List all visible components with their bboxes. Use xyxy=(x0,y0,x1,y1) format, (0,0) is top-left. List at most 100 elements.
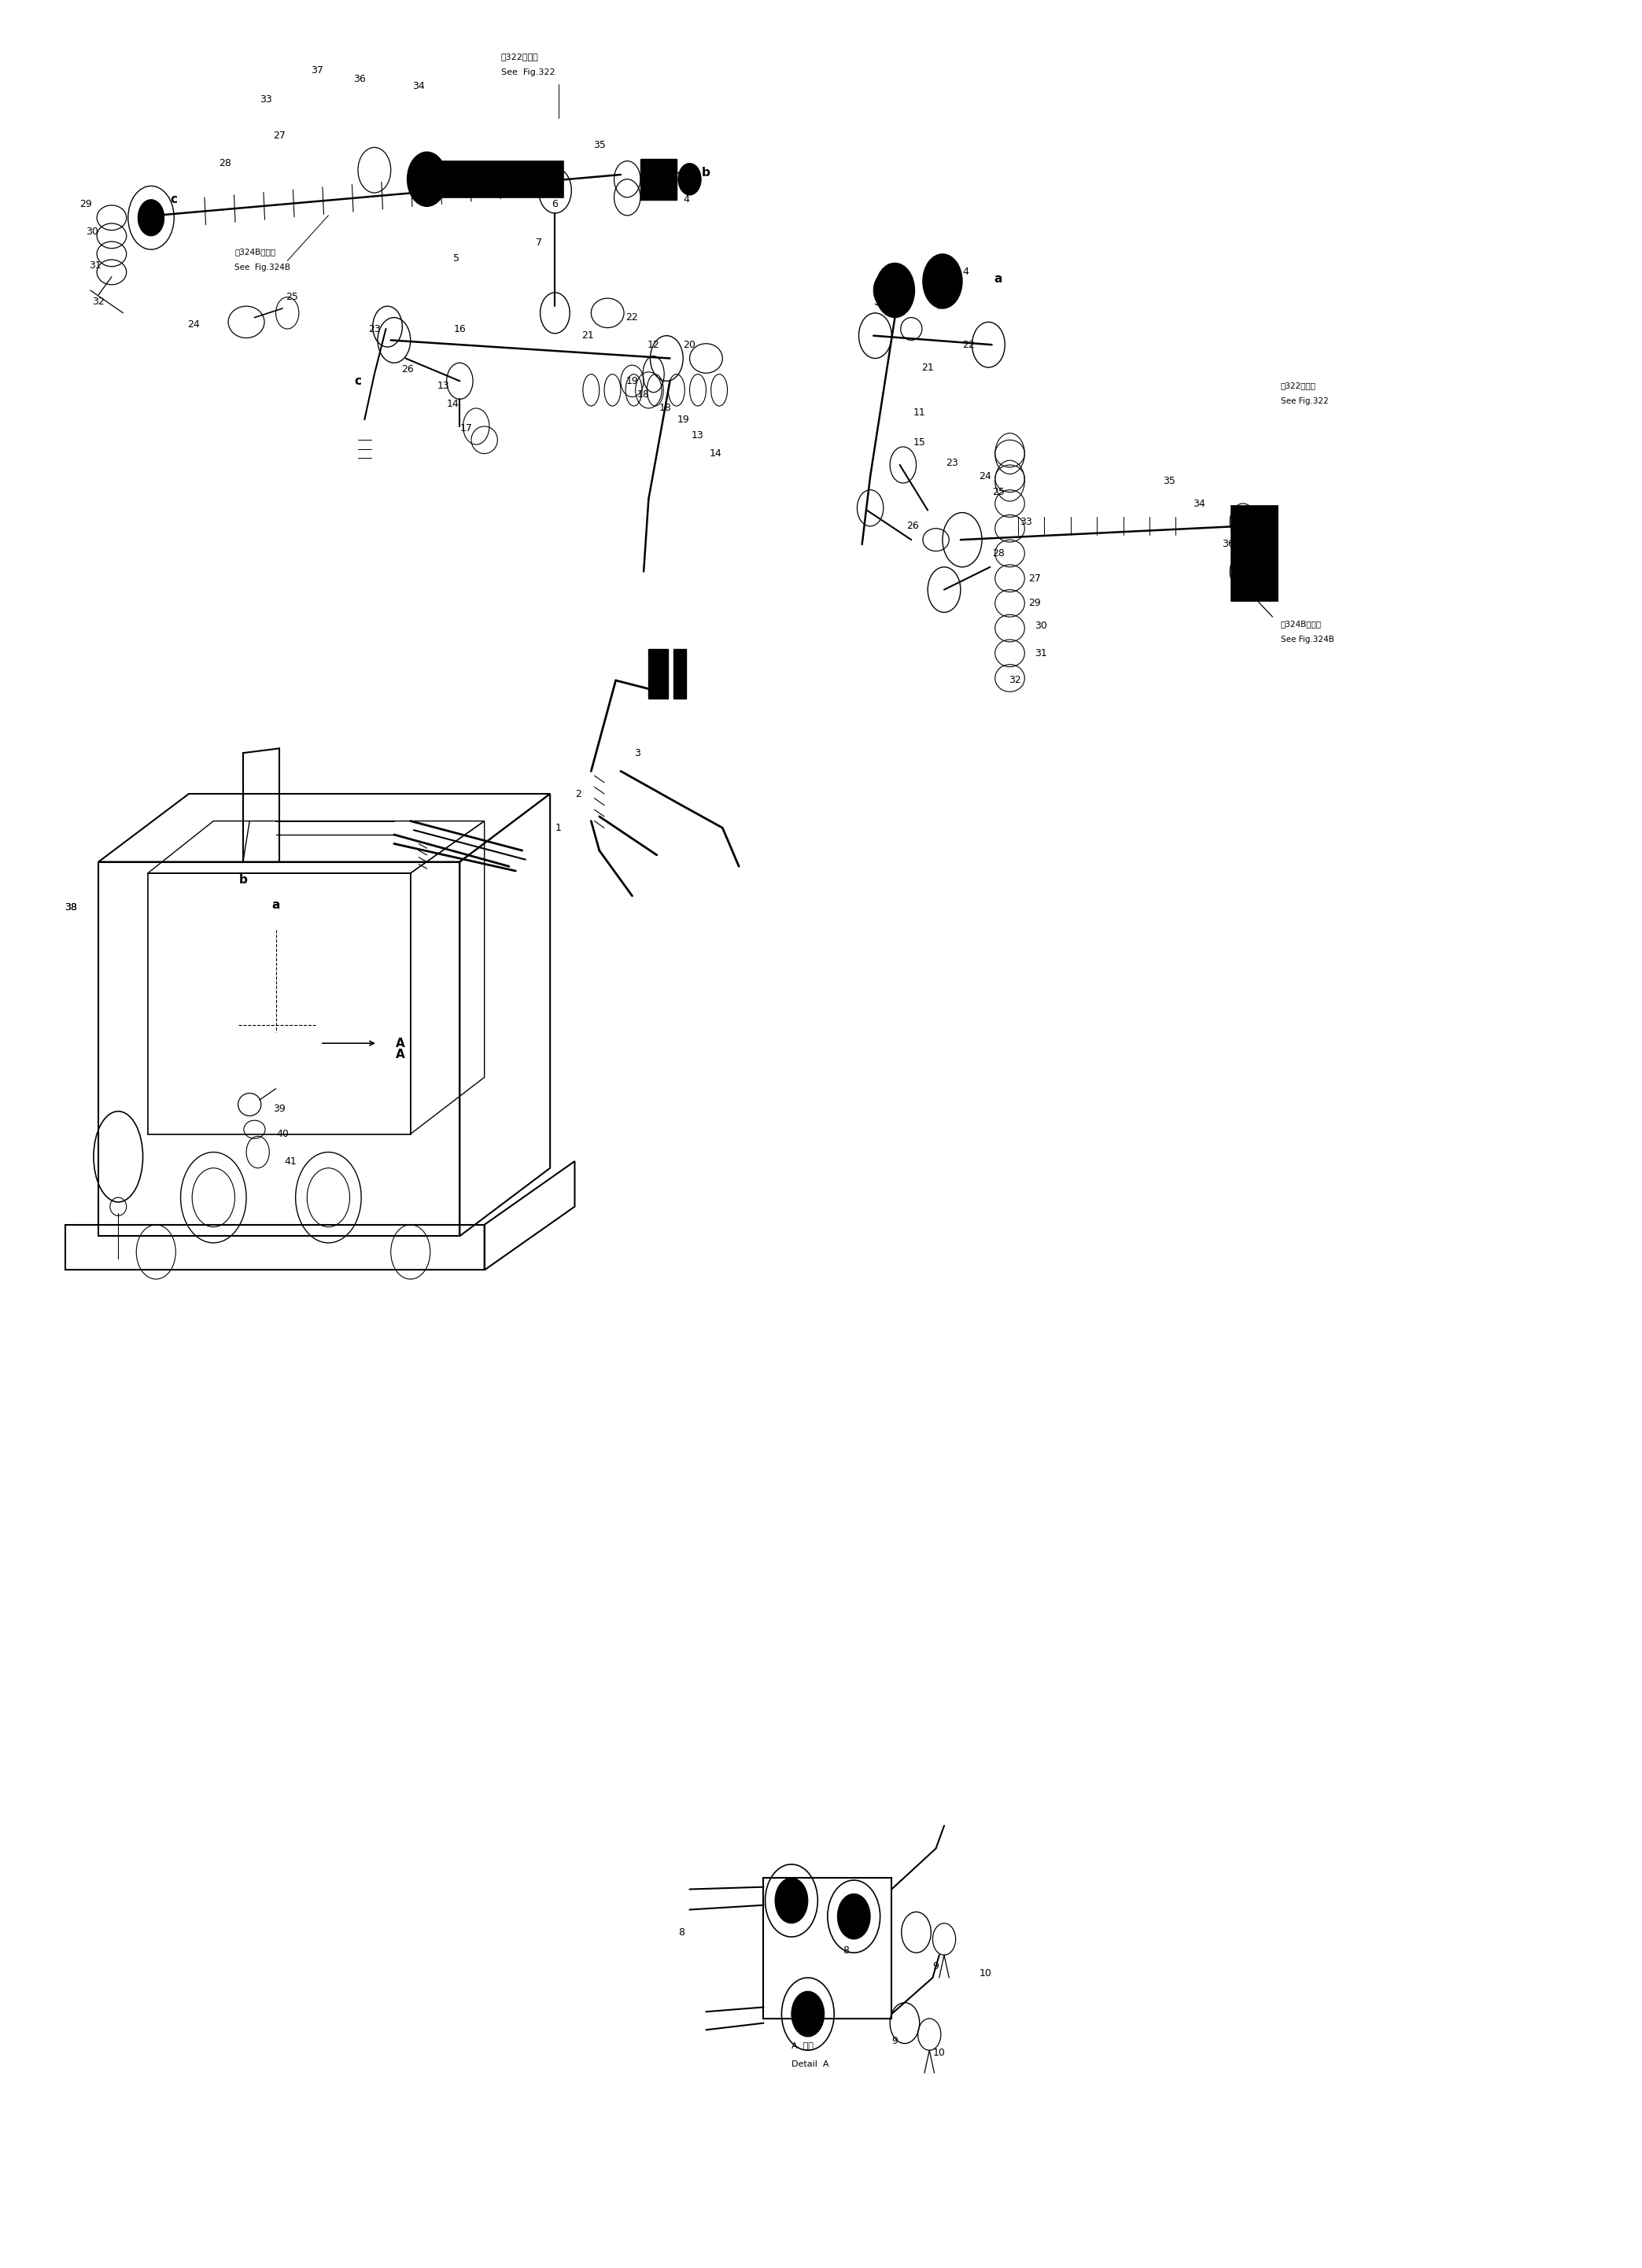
Circle shape xyxy=(138,200,164,236)
Text: 24: 24 xyxy=(979,472,992,481)
Text: 33: 33 xyxy=(1020,517,1033,526)
Text: 19: 19 xyxy=(677,415,690,424)
Text: 30: 30 xyxy=(1034,621,1048,631)
Text: 8: 8 xyxy=(678,1928,685,1937)
Circle shape xyxy=(791,1991,824,2037)
Text: a: a xyxy=(273,898,279,912)
Text: 第324B図参照: 第324B図参照 xyxy=(1281,619,1322,628)
Text: 9: 9 xyxy=(892,2037,898,2046)
Text: 1: 1 xyxy=(555,823,562,832)
Text: 9: 9 xyxy=(933,1962,939,1971)
Text: 37: 37 xyxy=(1238,576,1251,585)
Text: 7: 7 xyxy=(535,238,542,247)
Text: 31: 31 xyxy=(1034,649,1048,658)
Circle shape xyxy=(874,272,900,308)
Text: 35: 35 xyxy=(1163,476,1176,485)
Text: 16: 16 xyxy=(453,324,466,333)
Bar xyxy=(476,166,486,193)
Text: 39: 39 xyxy=(273,1105,286,1114)
Text: 第322図参照: 第322図参照 xyxy=(1281,381,1317,390)
Circle shape xyxy=(837,1894,870,1939)
Text: 28: 28 xyxy=(218,159,232,168)
Text: See Fig.322: See Fig.322 xyxy=(1281,397,1328,406)
Bar xyxy=(1232,506,1277,601)
Text: 5: 5 xyxy=(453,254,460,263)
Text: 35: 35 xyxy=(593,141,606,150)
Text: See  Fig.324B: See Fig.324B xyxy=(235,263,291,272)
Text: 40: 40 xyxy=(276,1129,289,1139)
Text: 22: 22 xyxy=(626,313,639,322)
Text: 10: 10 xyxy=(933,2048,946,2057)
Text: 27: 27 xyxy=(1028,574,1041,583)
Text: Detail  A: Detail A xyxy=(791,2059,829,2068)
Circle shape xyxy=(678,163,701,195)
Bar xyxy=(424,161,563,197)
Text: 13: 13 xyxy=(437,381,450,390)
Text: 6: 6 xyxy=(885,263,892,272)
Text: 12: 12 xyxy=(647,340,660,349)
Text: 38: 38 xyxy=(64,903,77,912)
Text: 14: 14 xyxy=(447,399,460,408)
Text: 5: 5 xyxy=(903,277,910,286)
Text: 24: 24 xyxy=(187,320,200,329)
Text: 11: 11 xyxy=(913,408,926,417)
Text: 3: 3 xyxy=(634,748,640,758)
Text: 26: 26 xyxy=(401,365,414,374)
Bar xyxy=(440,166,450,193)
Bar xyxy=(493,166,502,193)
Text: 第324B図参照: 第324B図参照 xyxy=(235,247,276,256)
Text: c: c xyxy=(355,374,361,388)
Bar xyxy=(456,166,466,193)
Text: 26: 26 xyxy=(906,522,920,531)
Text: A: A xyxy=(396,1048,406,1061)
Bar xyxy=(640,159,677,200)
Text: 34: 34 xyxy=(1192,499,1205,508)
Text: 36: 36 xyxy=(353,75,366,84)
Text: 4: 4 xyxy=(962,268,969,277)
Text: 21: 21 xyxy=(581,331,594,340)
Text: 21: 21 xyxy=(921,363,934,372)
Circle shape xyxy=(407,152,447,206)
Bar xyxy=(673,649,686,699)
Text: See Fig.324B: See Fig.324B xyxy=(1281,635,1333,644)
Text: 14: 14 xyxy=(709,449,722,458)
Text: 7: 7 xyxy=(936,302,943,311)
Text: b: b xyxy=(701,166,711,179)
Text: 28: 28 xyxy=(992,549,1005,558)
Text: 27: 27 xyxy=(273,132,286,141)
Text: 36: 36 xyxy=(1222,540,1235,549)
Circle shape xyxy=(775,1878,808,1923)
Text: 38: 38 xyxy=(64,903,77,912)
Text: 29: 29 xyxy=(1028,599,1041,608)
Text: 第322図参照: 第322図参照 xyxy=(501,52,539,61)
Text: 34: 34 xyxy=(412,82,425,91)
Text: 33: 33 xyxy=(259,95,273,104)
Text: 18: 18 xyxy=(658,404,672,413)
Text: A: A xyxy=(396,1036,406,1050)
Text: 23: 23 xyxy=(368,324,381,333)
Text: 23: 23 xyxy=(946,458,959,467)
Text: 41: 41 xyxy=(284,1157,297,1166)
Text: 20: 20 xyxy=(683,340,696,349)
Text: A  詳細: A 詳細 xyxy=(791,2041,813,2050)
Text: 15: 15 xyxy=(913,438,926,447)
Bar xyxy=(764,1878,892,2019)
Text: 8: 8 xyxy=(842,1946,849,1955)
Text: 31: 31 xyxy=(89,261,102,270)
Text: 25: 25 xyxy=(992,488,1005,497)
Text: 10: 10 xyxy=(979,1969,992,1978)
Text: 2: 2 xyxy=(575,789,581,798)
Text: 17: 17 xyxy=(460,424,473,433)
Text: 30: 30 xyxy=(85,227,99,236)
Bar xyxy=(512,166,522,193)
Text: 32: 32 xyxy=(92,297,105,306)
Text: 32: 32 xyxy=(1008,676,1021,685)
Circle shape xyxy=(875,263,915,318)
Text: 22: 22 xyxy=(962,340,975,349)
Text: a: a xyxy=(995,272,1002,286)
Text: 4: 4 xyxy=(683,195,690,204)
Circle shape xyxy=(923,254,962,308)
Text: See  Fig.322: See Fig.322 xyxy=(501,68,555,77)
Bar xyxy=(649,649,668,699)
Text: 6: 6 xyxy=(552,200,558,209)
